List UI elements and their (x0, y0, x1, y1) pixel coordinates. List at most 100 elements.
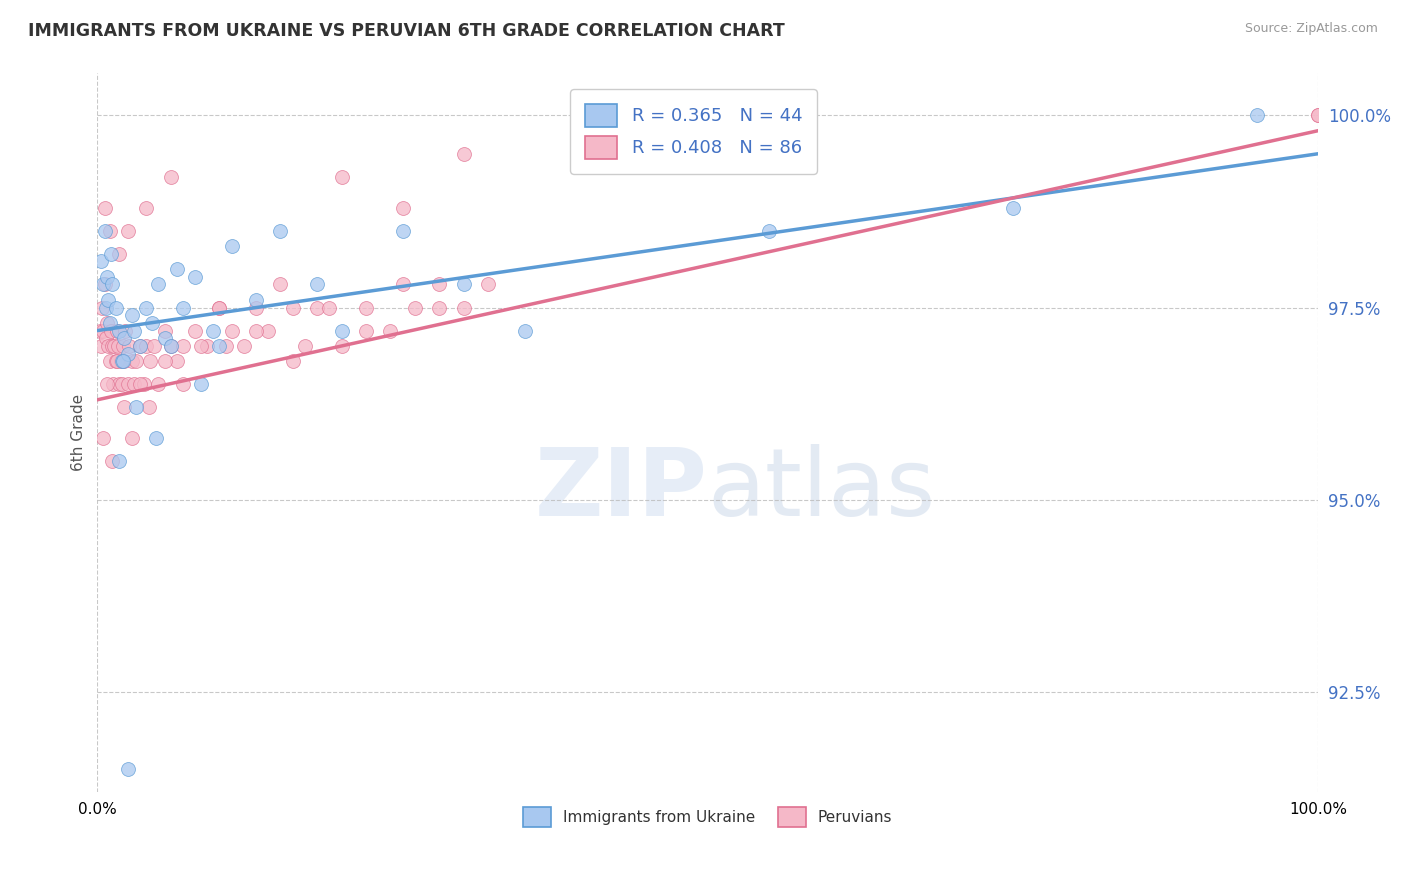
Point (93, 277, 115, 292)
Point (269, 224, 291, 238)
Point (208, 339, 231, 353)
Text: atlas: atlas (707, 444, 936, 536)
Point (380, 324, 402, 338)
Point (111, 354, 134, 368)
Text: ZIP: ZIP (534, 444, 707, 536)
Point (94, 331, 117, 345)
Point (195, 339, 218, 353)
Point (232, 339, 254, 353)
Point (172, 301, 194, 315)
Point (90, 254, 112, 268)
Point (148, 377, 170, 392)
Point (122, 377, 145, 392)
Point (1308, 108, 1330, 122)
Point (93, 277, 115, 292)
Point (132, 377, 155, 392)
Point (453, 277, 475, 292)
Point (391, 201, 413, 215)
Point (114, 324, 136, 338)
Point (129, 377, 152, 392)
Point (427, 301, 450, 315)
Point (758, 224, 780, 238)
Point (138, 401, 160, 415)
Point (148, 277, 170, 292)
Point (135, 301, 157, 315)
Point (135, 339, 157, 353)
Point (111, 377, 134, 392)
Point (208, 301, 231, 315)
Point (145, 431, 167, 445)
Point (129, 339, 152, 353)
Point (93, 201, 115, 215)
Point (103, 339, 125, 353)
Point (110, 354, 132, 368)
Point (153, 331, 176, 345)
Text: IMMIGRANTS FROM UKRAINE VS PERUVIAN 6TH GRADE CORRELATION CHART: IMMIGRANTS FROM UKRAINE VS PERUVIAN 6TH … (28, 22, 785, 40)
Point (354, 324, 377, 338)
Point (101, 454, 124, 468)
Text: Source: ZipAtlas.com: Source: ZipAtlas.com (1244, 22, 1378, 36)
Point (307, 301, 329, 315)
Point (108, 377, 131, 392)
Point (477, 277, 499, 292)
Point (100, 324, 122, 338)
Point (318, 301, 340, 315)
Point (117, 346, 139, 360)
Point (221, 324, 243, 338)
Point (108, 324, 131, 338)
Point (172, 339, 194, 353)
Point (117, 377, 139, 392)
Point (125, 354, 148, 368)
Point (159, 339, 181, 353)
Point (453, 301, 475, 315)
Point (107, 339, 129, 353)
Point (121, 354, 143, 368)
Point (159, 169, 181, 184)
Point (281, 301, 304, 315)
Point (105, 324, 128, 338)
Point (90, 339, 112, 353)
Point (307, 277, 329, 292)
Point (89, 324, 111, 338)
Point (330, 324, 353, 338)
Point (139, 354, 162, 368)
Point (758, 108, 780, 122)
Point (93, 324, 115, 338)
Point (172, 377, 194, 392)
Point (93, 224, 115, 238)
Point (190, 339, 212, 353)
Point (129, 339, 152, 353)
Point (91, 301, 114, 315)
Point (202, 324, 225, 338)
Point (294, 339, 316, 353)
Point (427, 277, 450, 292)
Point (184, 269, 207, 284)
Point (104, 354, 127, 368)
Point (97, 339, 120, 353)
Point (269, 277, 291, 292)
Point (330, 169, 353, 184)
Point (117, 224, 139, 238)
Point (208, 301, 231, 315)
Point (142, 339, 165, 353)
Point (391, 277, 413, 292)
Point (166, 262, 188, 277)
Point (354, 301, 377, 315)
Point (404, 301, 426, 315)
Point (103, 377, 125, 392)
Point (190, 377, 212, 392)
Point (141, 316, 163, 330)
Point (112, 401, 135, 415)
Point (104, 301, 127, 315)
Point (118, 339, 141, 353)
Point (330, 339, 353, 353)
Point (1308, 108, 1330, 122)
Point (184, 324, 207, 338)
Point (245, 293, 267, 307)
Point (135, 201, 157, 215)
Point (453, 146, 475, 161)
Point (112, 354, 135, 368)
Point (1002, 201, 1025, 215)
Point (98, 354, 121, 368)
Point (101, 277, 124, 292)
